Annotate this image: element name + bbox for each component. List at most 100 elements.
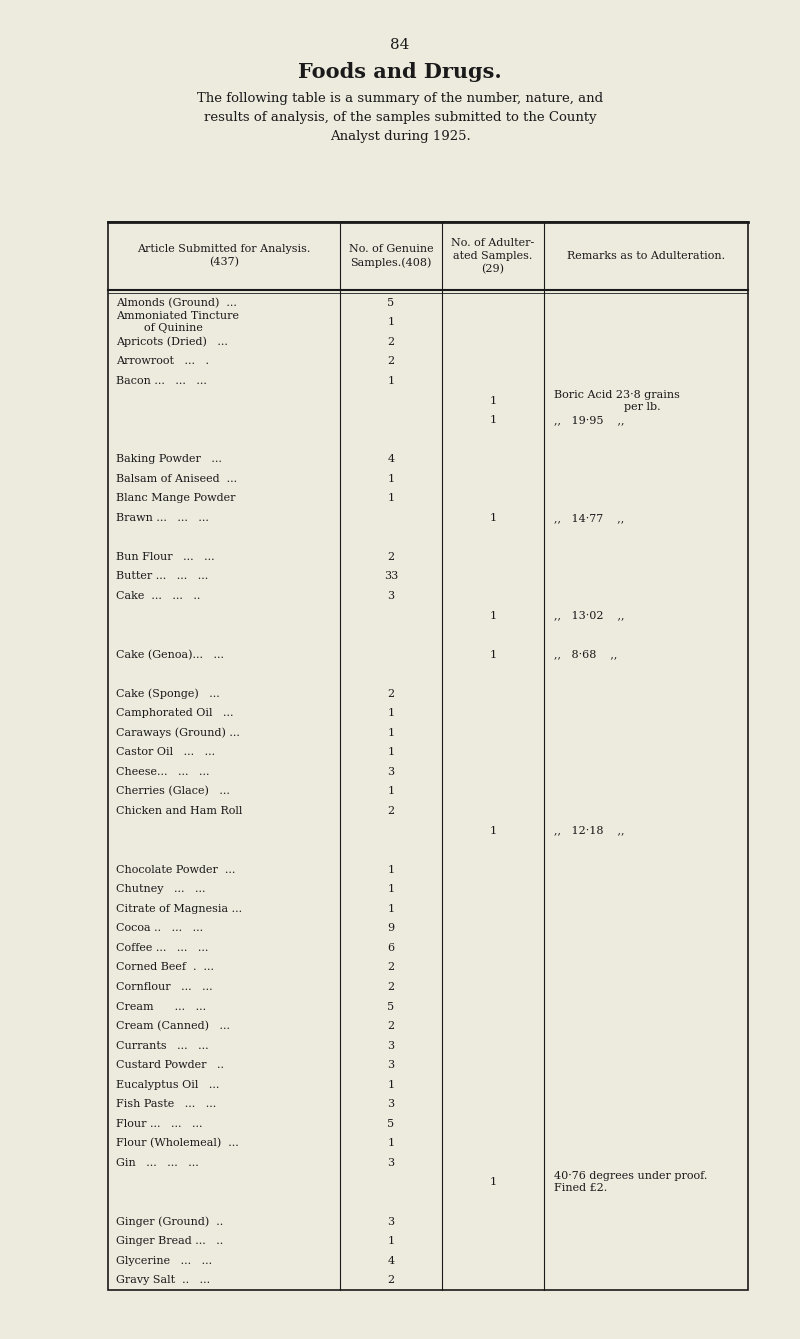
Text: Cornflour   ...   ...: Cornflour ... ...: [116, 981, 213, 992]
Text: 5: 5: [387, 1002, 394, 1011]
Text: 1: 1: [490, 649, 497, 660]
Text: 9: 9: [387, 924, 394, 933]
Text: 3: 3: [387, 1040, 394, 1051]
Text: 1: 1: [387, 376, 394, 386]
Text: 1: 1: [387, 1138, 394, 1149]
Text: Flour ...   ...   ...: Flour ... ... ...: [116, 1119, 202, 1129]
Text: Cream      ...   ...: Cream ... ...: [116, 1002, 206, 1011]
Text: Currants   ...   ...: Currants ... ...: [116, 1040, 209, 1051]
Text: 33: 33: [384, 572, 398, 581]
Text: 3: 3: [387, 1060, 394, 1070]
Text: Cake (Sponge)   ...: Cake (Sponge) ...: [116, 688, 220, 699]
Text: Cream (Canned)   ...: Cream (Canned) ...: [116, 1020, 230, 1031]
Text: 3: 3: [387, 1158, 394, 1168]
Text: 1: 1: [387, 728, 394, 738]
Text: Cake  ...   ...   ..: Cake ... ... ..: [116, 590, 200, 601]
Text: 1: 1: [387, 493, 394, 503]
Text: Chocolate Powder  ...: Chocolate Powder ...: [116, 865, 235, 874]
Text: 2: 2: [387, 1275, 394, 1285]
Text: 1: 1: [387, 1236, 394, 1247]
Text: 2: 2: [387, 963, 394, 972]
Text: Cherries (Glace)   ...: Cherries (Glace) ...: [116, 786, 230, 797]
Text: Gin   ...   ...   ...: Gin ... ... ...: [116, 1158, 198, 1168]
Text: Cheese...   ...   ...: Cheese... ... ...: [116, 767, 210, 777]
Text: 1: 1: [490, 415, 497, 424]
Text: Cocoa ..   ...   ...: Cocoa .. ... ...: [116, 924, 203, 933]
Text: Bacon ...   ...   ...: Bacon ... ... ...: [116, 376, 207, 386]
Text: 1: 1: [490, 1177, 497, 1188]
Text: 1: 1: [387, 747, 394, 758]
Text: Ginger Bread ...   ..: Ginger Bread ... ..: [116, 1236, 223, 1247]
Text: 1: 1: [387, 1079, 394, 1090]
Text: 4: 4: [387, 1256, 394, 1265]
Text: Baking Powder   ...: Baking Powder ...: [116, 454, 222, 465]
Text: Remarks as to Adulteration.: Remarks as to Adulteration.: [567, 250, 725, 261]
Text: Ginger (Ground)  ..: Ginger (Ground) ..: [116, 1216, 223, 1227]
Text: Brawn ...   ...   ...: Brawn ... ... ...: [116, 513, 209, 522]
Text: Coffee ...   ...   ...: Coffee ... ... ...: [116, 943, 208, 953]
Text: 2: 2: [387, 337, 394, 347]
Text: 5: 5: [387, 297, 394, 308]
Text: 4: 4: [387, 454, 394, 465]
Text: Custard Powder   ..: Custard Powder ..: [116, 1060, 224, 1070]
Text: Camphorated Oil   ...: Camphorated Oil ...: [116, 708, 234, 718]
Text: 5: 5: [387, 1119, 394, 1129]
Text: 3: 3: [387, 1217, 394, 1227]
Text: 6: 6: [387, 943, 394, 953]
Text: 1: 1: [387, 884, 394, 894]
Text: ,,   12·18    ,,: ,, 12·18 ,,: [554, 826, 625, 836]
Text: Butter ...   ...   ...: Butter ... ... ...: [116, 572, 208, 581]
Text: Flour (Wholemeal)  ...: Flour (Wholemeal) ...: [116, 1138, 238, 1149]
Text: 2: 2: [387, 806, 394, 815]
Text: Fish Paste   ...   ...: Fish Paste ... ...: [116, 1099, 216, 1109]
Text: Ammoniated Tincture
        of Quinine: Ammoniated Tincture of Quinine: [116, 312, 239, 333]
Text: Almonds (Ground)  ...: Almonds (Ground) ...: [116, 297, 237, 308]
Text: Gravy Salt  ..   ...: Gravy Salt .. ...: [116, 1275, 210, 1285]
Text: Glycerine   ...   ...: Glycerine ... ...: [116, 1256, 212, 1265]
Text: 2: 2: [387, 552, 394, 562]
Text: 1: 1: [387, 786, 394, 797]
Text: The following table is a summary of the number, nature, and
results of analysis,: The following table is a summary of the …: [197, 92, 603, 143]
Text: 2: 2: [387, 1022, 394, 1031]
Text: Apricots (Dried)   ...: Apricots (Dried) ...: [116, 336, 228, 347]
Text: Citrate of Magnesia ...: Citrate of Magnesia ...: [116, 904, 242, 913]
Text: ,,   8·68    ,,: ,, 8·68 ,,: [554, 649, 618, 660]
Text: Article Submitted for Analysis.
(437): Article Submitted for Analysis. (437): [138, 245, 310, 268]
Text: Eucalyptus Oil   ...: Eucalyptus Oil ...: [116, 1079, 219, 1090]
Text: Caraways (Ground) ...: Caraways (Ground) ...: [116, 727, 240, 738]
Text: 1: 1: [490, 611, 497, 620]
Bar: [108, 222, 748, 1289]
Text: 2: 2: [387, 981, 394, 992]
Text: 1: 1: [387, 708, 394, 718]
Text: 3: 3: [387, 767, 394, 777]
Text: 1: 1: [387, 904, 394, 913]
Text: 1: 1: [490, 395, 497, 406]
Text: 2: 2: [387, 356, 394, 367]
Text: 1: 1: [387, 317, 394, 327]
Text: 84: 84: [390, 37, 410, 52]
Text: Castor Oil   ...   ...: Castor Oil ... ...: [116, 747, 215, 758]
Text: 1: 1: [387, 865, 394, 874]
Text: 40·76 degrees under proof.
Fined £2.: 40·76 degrees under proof. Fined £2.: [554, 1172, 707, 1193]
Text: 3: 3: [387, 590, 394, 601]
Text: ,,   13·02    ,,: ,, 13·02 ,,: [554, 611, 625, 620]
Text: No. of Adulter-
ated Samples.
(29): No. of Adulter- ated Samples. (29): [451, 238, 534, 274]
Text: 1: 1: [490, 826, 497, 836]
Text: 3: 3: [387, 1099, 394, 1109]
Text: Corned Beef  .  ...: Corned Beef . ...: [116, 963, 214, 972]
Text: Blanc Mange Powder: Blanc Mange Powder: [116, 493, 235, 503]
Text: 2: 2: [387, 688, 394, 699]
Text: ,,   14·77    ,,: ,, 14·77 ,,: [554, 513, 624, 522]
Text: Arrowroot   ...   .: Arrowroot ... .: [116, 356, 209, 367]
Text: Chicken and Ham Roll: Chicken and Ham Roll: [116, 806, 242, 815]
Text: ,,   19·95    ,,: ,, 19·95 ,,: [554, 415, 625, 424]
Text: Bun Flour   ...   ...: Bun Flour ... ...: [116, 552, 214, 562]
Text: Boric Acid 23·8 grains
                    per lb.: Boric Acid 23·8 grains per lb.: [554, 390, 680, 411]
Text: Cake (Genoa)...   ...: Cake (Genoa)... ...: [116, 649, 224, 660]
Text: 1: 1: [387, 474, 394, 483]
Text: 1: 1: [490, 513, 497, 522]
Text: Balsam of Aniseed  ...: Balsam of Aniseed ...: [116, 474, 237, 483]
Text: No. of Genuine
Samples.(408): No. of Genuine Samples.(408): [349, 244, 434, 268]
Text: Chutney   ...   ...: Chutney ... ...: [116, 884, 206, 894]
Text: Foods and Drugs.: Foods and Drugs.: [298, 62, 502, 82]
